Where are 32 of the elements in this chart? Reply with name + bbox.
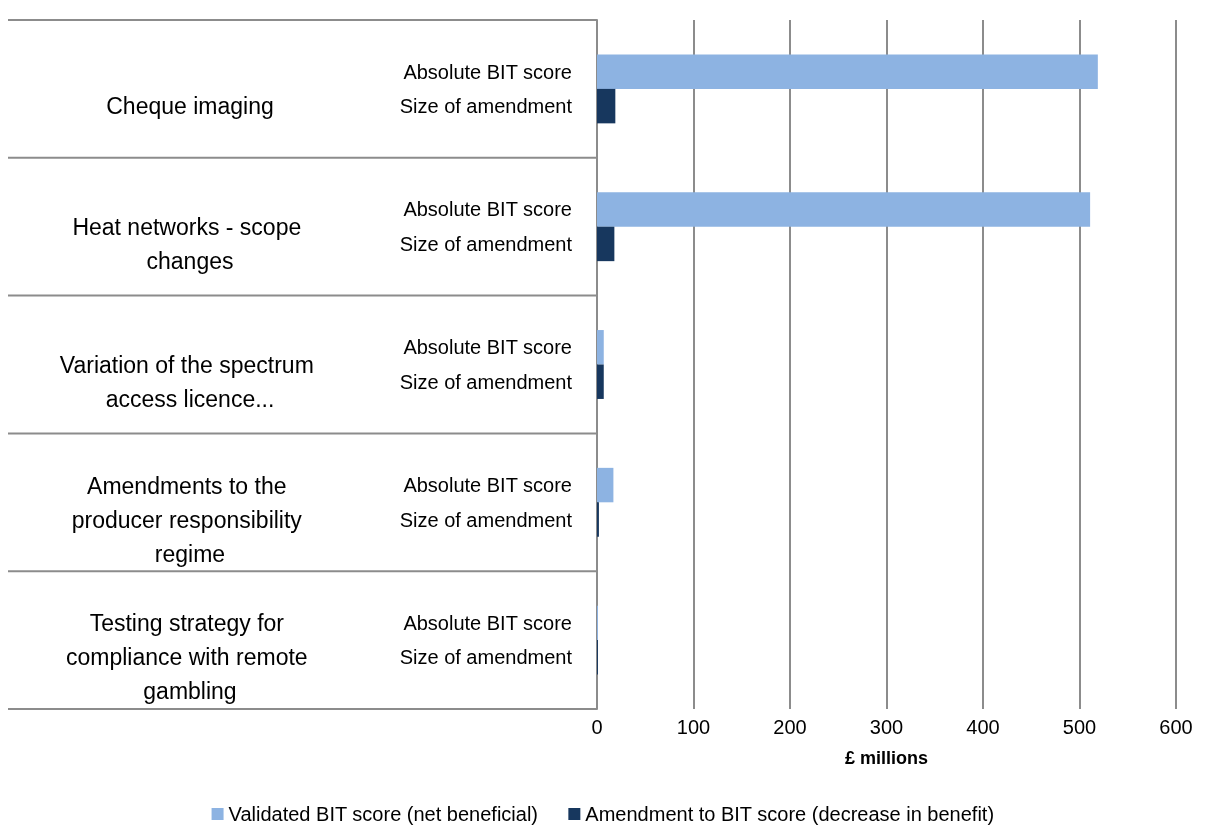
y-tick-label: Absolute BIT score xyxy=(403,60,572,83)
legend-label: Validated BIT score (net beneficial) xyxy=(228,803,538,825)
bar xyxy=(597,88,616,124)
y-tick-label: Size of amendment xyxy=(399,646,573,669)
x-tick-label: 500 xyxy=(1062,716,1097,738)
x-tick-label: 600 xyxy=(1159,716,1193,738)
y-tick-label: Absolute BIT score xyxy=(403,198,572,221)
x-tick-label: 200 xyxy=(773,716,807,738)
y-tick-label: Size of amendment xyxy=(399,508,573,531)
y-tick-label: Size of amendment xyxy=(399,95,573,118)
text: Amendments to the producer responsibility regime xyxy=(71,472,309,567)
x-tick-label: 300 xyxy=(869,716,904,738)
text: Testing strategy for compliance with remote gambling xyxy=(66,610,314,705)
x-axis-title: £ millions xyxy=(844,748,929,768)
x-tick-label: 0 xyxy=(591,716,603,738)
text: Variation of the spectrum access licence... xyxy=(59,351,321,412)
y-tick-label: Absolute BIT score xyxy=(403,611,572,634)
bar xyxy=(597,226,615,262)
bar xyxy=(597,467,614,503)
y-tick-label: Size of amendment xyxy=(399,232,573,255)
bar xyxy=(597,364,604,399)
bar xyxy=(597,192,1091,227)
bar xyxy=(597,330,604,365)
y-tick-label: Absolute BIT score xyxy=(403,336,572,359)
x-tick-label: 400 xyxy=(966,716,1000,738)
y-tick-label: Size of amendment xyxy=(399,370,573,393)
bar xyxy=(597,54,1098,89)
y-tick-label: Absolute BIT score xyxy=(403,474,572,497)
x-tick-label: 100 xyxy=(676,716,711,738)
text: Heat networks - scope changes xyxy=(72,213,308,274)
legend-label: Amendment to BIT score (decrease in benefit) xyxy=(585,803,995,825)
text: Cheque imaging xyxy=(106,93,274,120)
